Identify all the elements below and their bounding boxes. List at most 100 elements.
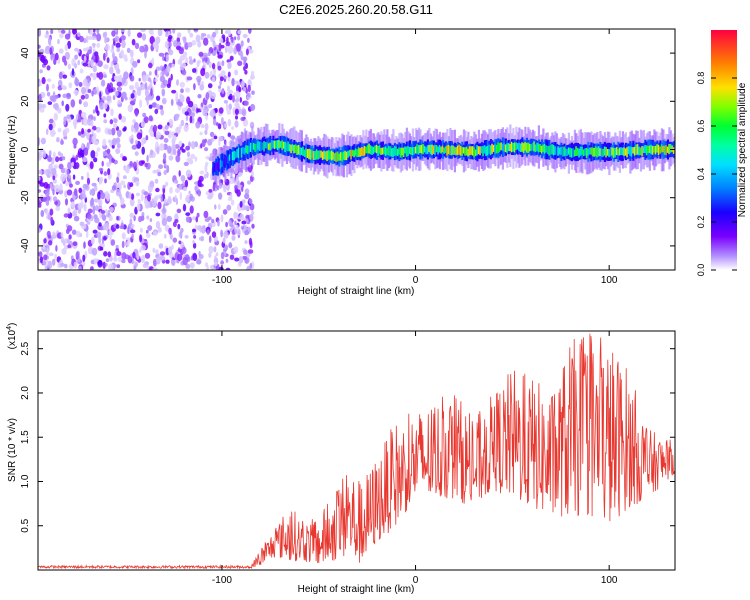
- noise-blob: [52, 196, 58, 202]
- noise-blob: [49, 183, 53, 189]
- signal-core: [269, 142, 272, 151]
- noise-blob: [202, 60, 206, 69]
- signal-core: [281, 140, 284, 151]
- signal-core: [323, 150, 326, 160]
- noise-blob: [38, 44, 41, 49]
- noise-blob: [185, 57, 189, 65]
- noise-blob: [193, 29, 198, 32]
- noise-blob: [208, 252, 212, 258]
- noise-blob: [82, 78, 88, 87]
- noise-blob: [178, 240, 182, 245]
- noise-blob: [160, 195, 164, 203]
- noise-blob: [154, 108, 159, 115]
- noise-blob: [132, 119, 136, 124]
- noise-blob: [189, 262, 195, 269]
- signal-core: [668, 143, 671, 155]
- spectrogram-ticks: -100 0 100 -40 -20 0 20 40: [20, 29, 675, 286]
- signal-core: [375, 144, 378, 154]
- signal-core: [456, 145, 459, 155]
- signal-core: [542, 144, 545, 152]
- noise-blob: [228, 103, 232, 110]
- noise-blob: [91, 42, 96, 47]
- signal-core: [425, 146, 428, 155]
- noise-blob: [95, 205, 99, 211]
- noise-blob: [158, 243, 164, 249]
- noise-blob: [141, 160, 145, 165]
- noise-blob: [59, 183, 63, 191]
- signal-core: [527, 142, 530, 154]
- noise-blob: [107, 210, 111, 216]
- signal-core: [509, 144, 512, 151]
- noise-blob: [225, 258, 229, 263]
- noise-blob: [144, 82, 148, 90]
- noise-blob: [184, 235, 189, 239]
- noise-blob: [60, 262, 65, 267]
- noise-blob: [217, 61, 222, 68]
- noise-blob: [101, 212, 106, 219]
- noise-blob: [186, 157, 192, 163]
- noise-blob: [73, 261, 77, 269]
- signal-core: [669, 144, 672, 153]
- signal-core: [635, 144, 638, 155]
- noise-blob: [200, 235, 205, 242]
- noise-blob: [214, 255, 217, 263]
- noise-blob: [39, 69, 43, 74]
- noise-blob: [121, 80, 125, 86]
- noise-blob: [116, 251, 122, 257]
- noise-blob: [120, 180, 126, 186]
- noise-blob: [243, 66, 246, 71]
- signal-core: [345, 151, 348, 161]
- noise-blob: [99, 91, 102, 100]
- noise-blob: [144, 50, 147, 59]
- noise-blob: [77, 32, 81, 38]
- noise-blob: [61, 156, 66, 161]
- noise-blob: [90, 237, 95, 245]
- noise-blob: [234, 98, 240, 103]
- signal-core: [638, 146, 641, 156]
- noise-blob: [38, 151, 43, 159]
- noise-blob: [245, 48, 249, 56]
- noise-blob: [178, 184, 183, 190]
- noise-blob: [48, 252, 54, 257]
- noise-blob: [226, 204, 232, 211]
- noise-blob: [121, 252, 127, 261]
- noise-blob: [241, 186, 244, 192]
- noise-blob: [237, 29, 242, 35]
- noise-blob: [80, 94, 86, 100]
- signal-core: [221, 160, 224, 167]
- signal-core: [609, 147, 612, 157]
- noise-blob: [78, 265, 82, 270]
- noise-blob: [129, 218, 133, 226]
- noise-blob: [243, 100, 249, 106]
- noise-blob: [82, 156, 88, 163]
- noise-blob: [155, 131, 162, 139]
- noise-blob: [229, 227, 233, 233]
- noise-blob: [151, 57, 155, 64]
- noise-blob: [108, 215, 113, 222]
- noise-blob: [141, 122, 145, 128]
- noise-blob: [210, 137, 215, 142]
- noise-blob: [180, 227, 184, 233]
- signal-core: [528, 143, 531, 152]
- signal-core: [263, 141, 266, 152]
- noise-blob: [196, 212, 200, 218]
- noise-blob: [172, 237, 178, 243]
- noise-blob: [52, 151, 56, 160]
- noise-blob: [82, 254, 86, 262]
- noise-blob: [124, 166, 130, 173]
- signal-core: [443, 147, 446, 154]
- signal-core: [330, 150, 333, 161]
- signal-core: [471, 146, 474, 156]
- noise-blob: [142, 112, 147, 118]
- noise-blob: [119, 153, 124, 158]
- noise-blob: [223, 75, 228, 80]
- signal-core: [432, 145, 435, 154]
- noise-blob: [249, 214, 254, 221]
- noise-blob: [100, 192, 106, 200]
- noise-blob: [48, 240, 53, 246]
- signal-core: [624, 148, 627, 156]
- signal-core: [258, 141, 261, 152]
- noise-blob: [195, 121, 201, 129]
- noise-blob: [200, 106, 203, 112]
- noise-blob: [217, 54, 223, 59]
